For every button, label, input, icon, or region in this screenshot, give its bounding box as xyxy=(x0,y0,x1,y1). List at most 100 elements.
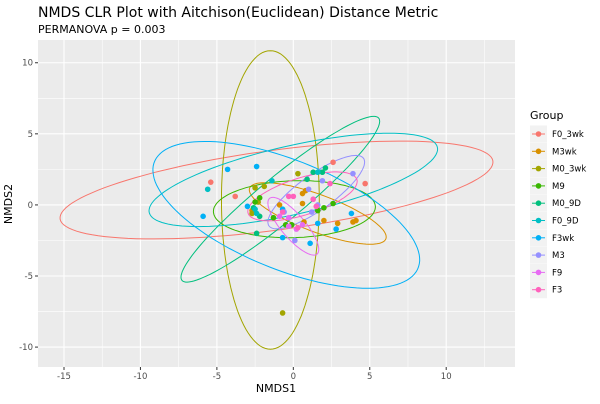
point-F3 xyxy=(290,193,297,200)
y-tick-label: 10 xyxy=(22,59,33,69)
x-tick-label: -10 xyxy=(133,372,147,382)
ellipse-M0_3wk xyxy=(221,50,320,350)
legend-key-point xyxy=(535,200,542,206)
point-M9 xyxy=(314,207,321,214)
legend-key-point xyxy=(535,252,542,258)
point-M3 xyxy=(308,209,315,215)
legend-label: M3 xyxy=(552,251,565,261)
point-F3 xyxy=(310,196,316,203)
point-F3 xyxy=(327,180,333,187)
point-M3 xyxy=(305,186,312,193)
y-tick-label: 0 xyxy=(28,201,33,211)
legend-label: F3wk xyxy=(552,234,574,244)
point-M3wk xyxy=(299,200,306,207)
ellipse-F0_3wk xyxy=(59,140,494,240)
legend-label: F0_9D xyxy=(552,217,579,227)
point-M0_9D xyxy=(304,176,310,183)
point-F3wk xyxy=(314,220,321,227)
point-F3wk xyxy=(348,210,355,217)
point-M9 xyxy=(252,199,258,205)
point-M0_3wk xyxy=(252,185,258,191)
point-F9 xyxy=(285,214,292,221)
ellipse-M9 xyxy=(212,180,376,239)
point-M9 xyxy=(270,214,277,221)
legend: F0_3wk M3wk M0_3wk M9 M0_9D F0_9D F3wk M3 F9 F3 xyxy=(530,125,586,299)
point-M9 xyxy=(330,200,336,207)
legend-key-point xyxy=(535,148,542,155)
point-F3wk xyxy=(244,203,251,210)
axes: -15 -10 -5 0 5 10 -10 -5 0 5 10 xyxy=(19,59,452,382)
point-F9 xyxy=(285,223,292,230)
point-M0_9D xyxy=(253,230,260,237)
chart-title: NMDS CLR Plot with Aitchison(Euclidean) … xyxy=(38,5,438,21)
x-tick-label: 0 xyxy=(291,372,296,382)
legend-key-point xyxy=(535,131,542,137)
point-F0_9D xyxy=(204,186,211,193)
ellipse-M3 xyxy=(267,154,366,230)
points xyxy=(200,159,368,316)
point-F9 xyxy=(276,213,283,220)
legend-label: M9 xyxy=(552,182,565,192)
x-tick-label: -5 xyxy=(213,372,221,382)
point-F3wk xyxy=(200,213,206,220)
legend-key-point xyxy=(535,286,542,293)
point-M3 xyxy=(292,237,298,244)
point-F3 xyxy=(279,209,286,215)
legend-key-point xyxy=(535,269,542,276)
legend-key-point xyxy=(535,165,542,172)
point-F0_9D xyxy=(253,210,260,217)
legend-label: F9 xyxy=(552,268,562,278)
point-F0_9D xyxy=(314,169,321,176)
ellipse-F9 xyxy=(267,196,320,256)
point-M9 xyxy=(256,195,263,201)
point-F3 xyxy=(295,224,301,231)
point-M3 xyxy=(319,177,326,184)
legend-label: F0_3wk xyxy=(552,130,584,140)
point-M0_3wk xyxy=(261,183,268,190)
point-M0_9D xyxy=(319,169,326,176)
point-M0_3wk xyxy=(249,210,255,217)
point-F3 xyxy=(285,193,292,200)
point-M9 xyxy=(321,204,327,211)
chart-subtitle: PERMANOVA p = 0.003 xyxy=(38,23,165,36)
point-F0_9D xyxy=(269,177,275,184)
ellipse-F0_9D xyxy=(148,132,439,228)
point-M0_3wk xyxy=(295,170,301,177)
y-tick-label: -5 xyxy=(25,272,33,282)
point-M3wk xyxy=(353,217,359,224)
point-M3wk xyxy=(334,220,341,227)
x-tick-label: -15 xyxy=(57,372,71,382)
legend-key-point xyxy=(535,183,542,189)
point-M3wk xyxy=(321,217,327,224)
point-M3wk xyxy=(276,202,283,208)
x-axis-label: NMDS1 xyxy=(256,382,296,395)
x-tick-label: 10 xyxy=(441,372,452,382)
point-F3wk xyxy=(333,226,339,232)
point-F3 xyxy=(313,203,320,210)
plot-panel xyxy=(38,40,515,367)
legend-label: M0_9D xyxy=(552,199,581,209)
ellipse-M3wk xyxy=(248,182,387,245)
ellipse-F3wk xyxy=(152,141,421,289)
legend-label: M3wk xyxy=(552,147,577,157)
point-F0_3wk xyxy=(207,179,214,185)
y-tick-label: -10 xyxy=(19,343,33,353)
legend-label: F3 xyxy=(552,286,562,296)
point-F3wk xyxy=(279,234,286,241)
point-F0_3wk xyxy=(232,193,239,200)
point-M0_9D xyxy=(322,165,329,171)
point-M3 xyxy=(350,170,356,177)
legend-key-point xyxy=(535,235,542,241)
y-tick-label: 5 xyxy=(28,130,33,140)
point-F3wk xyxy=(224,166,231,173)
x-tick-label: 5 xyxy=(367,372,372,382)
point-M0_9D xyxy=(310,169,316,176)
legend-title: Group xyxy=(530,109,564,122)
point-F3wk xyxy=(307,240,313,247)
point-F9 xyxy=(299,222,306,228)
point-F3wk xyxy=(253,163,260,170)
point-M0_3wk xyxy=(279,310,286,316)
legend-key-point xyxy=(535,217,542,224)
point-F0_3wk xyxy=(330,159,336,166)
